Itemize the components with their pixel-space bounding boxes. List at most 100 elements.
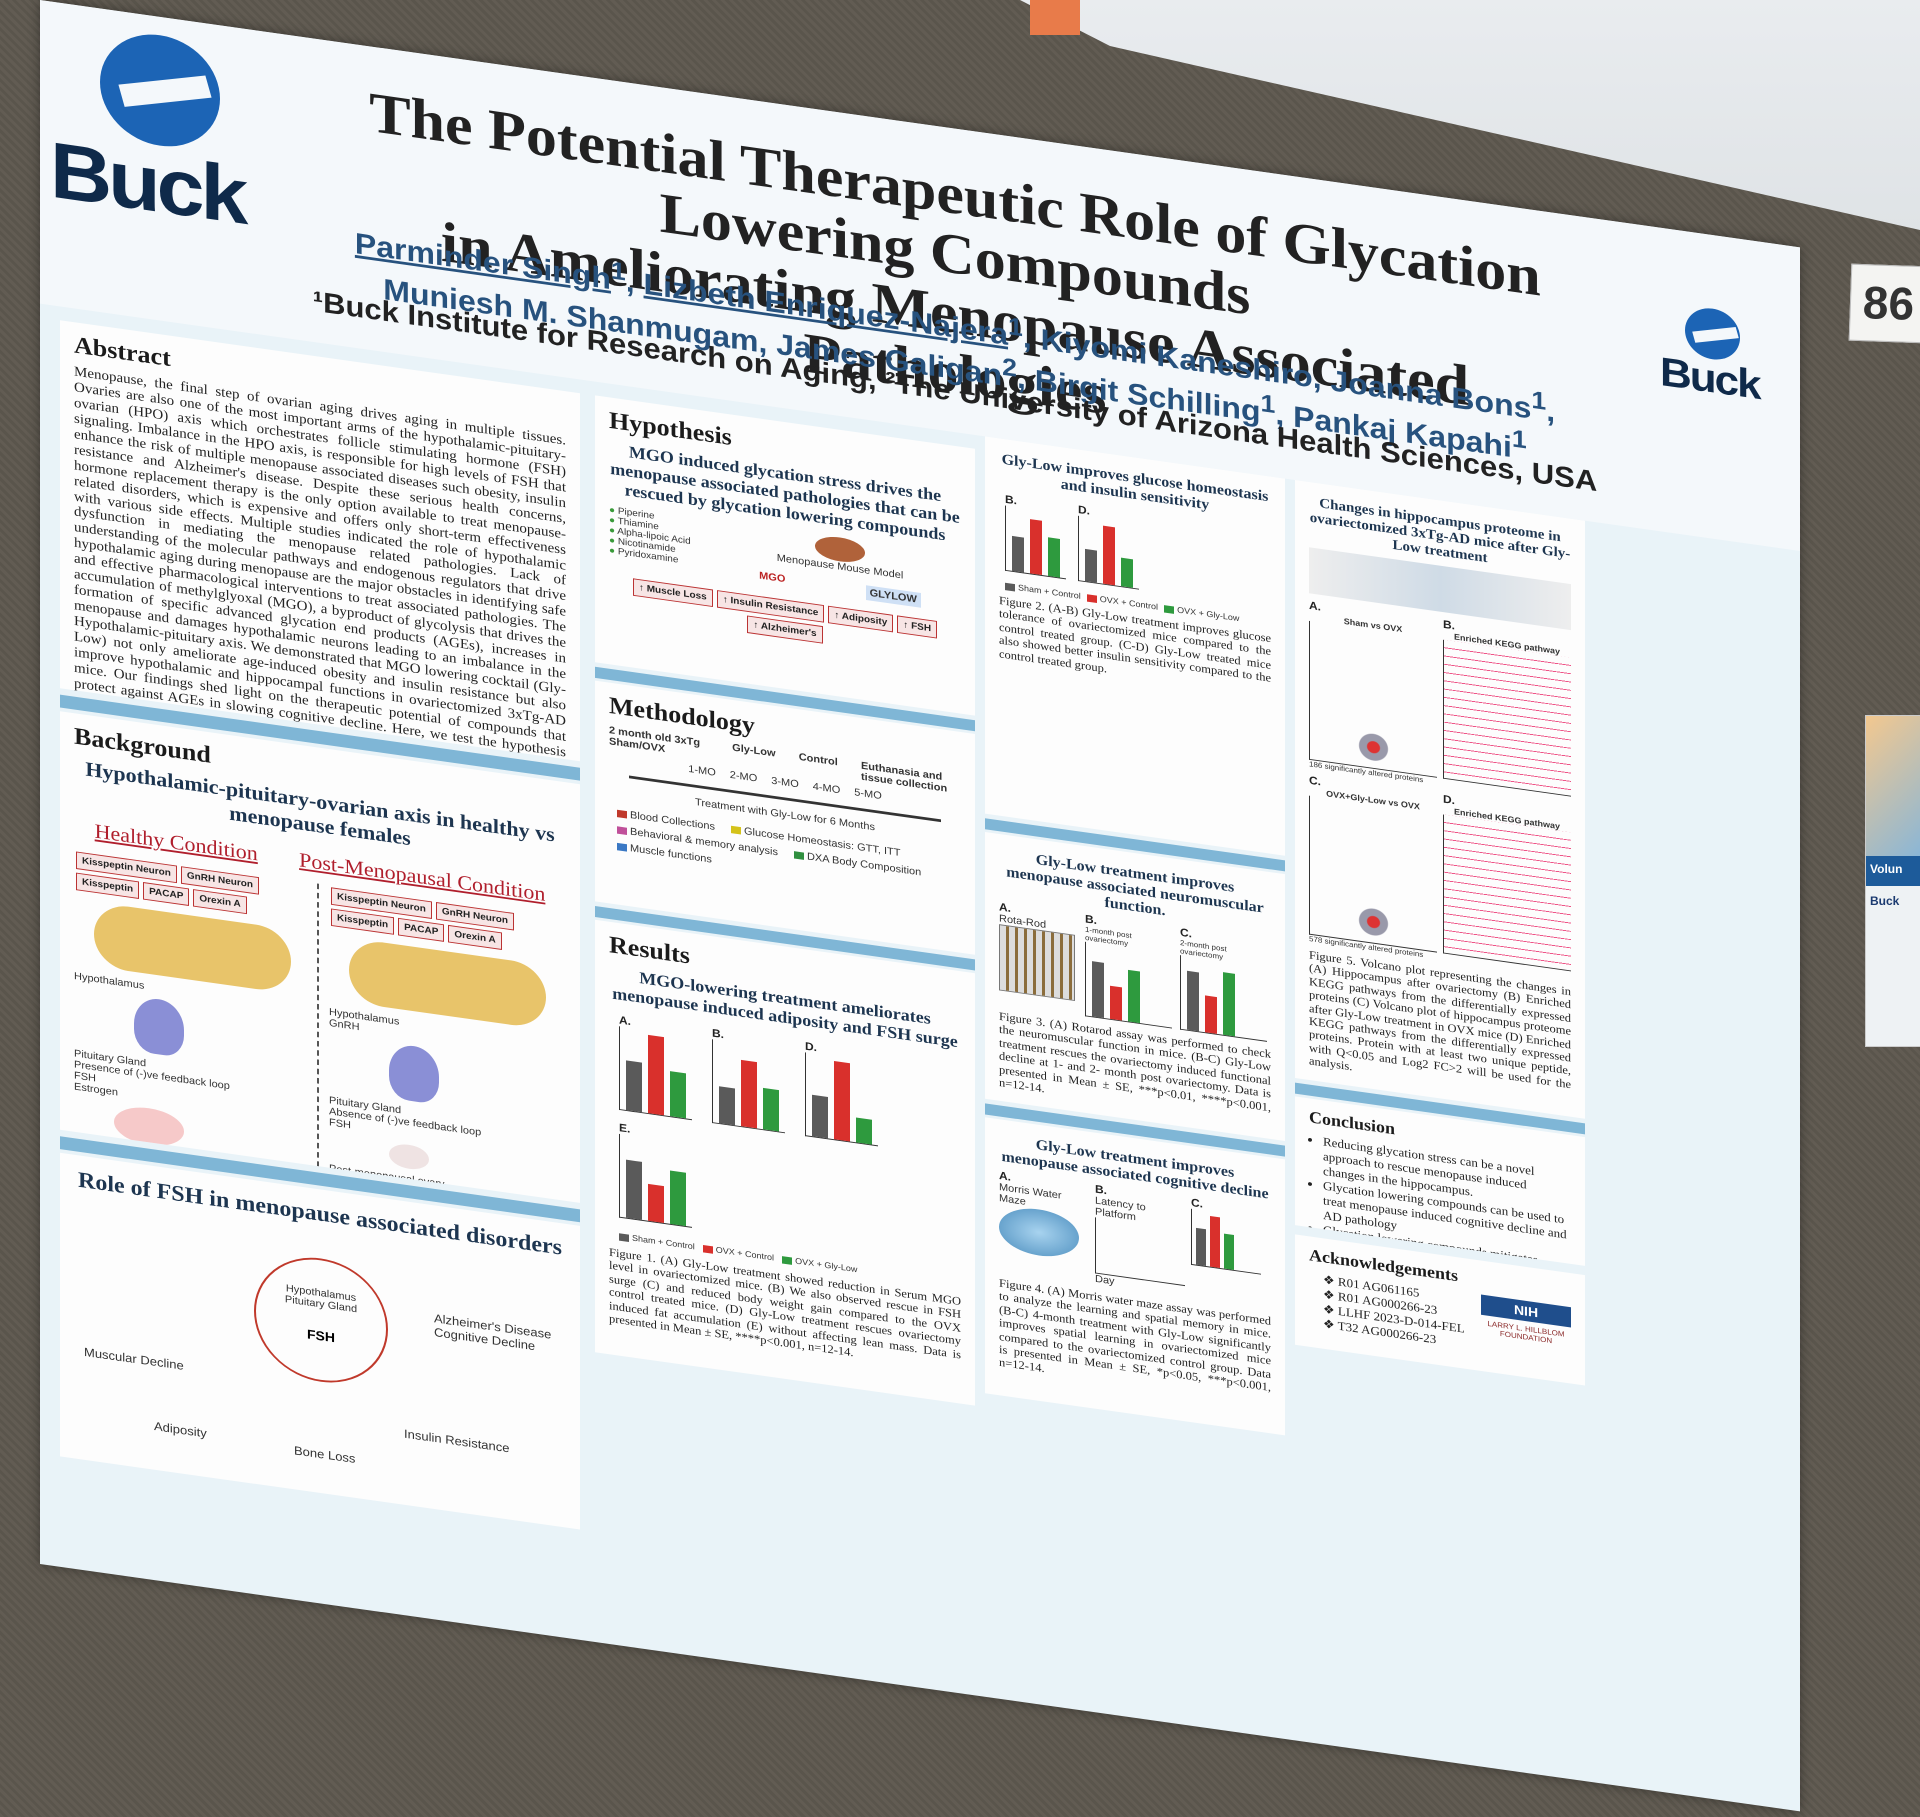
abstract-text: Menopause, the final step of ovarian agi… bbox=[74, 364, 566, 762]
author-affiliation-mark: 2 bbox=[1002, 352, 1017, 383]
bar bbox=[741, 1059, 757, 1129]
legend-label: DXA Body Composition bbox=[806, 851, 922, 879]
bar-chart bbox=[619, 1026, 692, 1121]
legend-swatch bbox=[617, 842, 627, 852]
group-glylow: Gly-Low bbox=[732, 742, 776, 760]
month-label: 5-MO bbox=[854, 786, 882, 802]
author-affiliation-mark: 1 bbox=[1260, 389, 1276, 419]
hpo-tag: PACAP bbox=[398, 917, 445, 942]
author-affiliation-mark: 1 bbox=[1008, 311, 1023, 342]
plot-area bbox=[1309, 620, 1437, 778]
legend-label: OVX + Gly-Low bbox=[795, 1256, 858, 1275]
flyer: Volun Buck bbox=[1865, 715, 1920, 1047]
background-panel: Background Hypothalamic-pituitary-ovaria… bbox=[60, 711, 580, 1203]
bar bbox=[1121, 557, 1133, 588]
legend-swatch bbox=[619, 1232, 629, 1242]
bar bbox=[1186, 970, 1199, 1032]
bar-glylow bbox=[1224, 1233, 1234, 1270]
bar bbox=[1030, 518, 1042, 576]
outcome-muscular: Muscular Decline bbox=[84, 1344, 184, 1373]
bar bbox=[626, 1060, 642, 1113]
pituitary-icon bbox=[389, 1042, 439, 1105]
month-label: 4-MO bbox=[812, 781, 841, 797]
bar-chart bbox=[1179, 955, 1267, 1042]
legend-swatch bbox=[617, 809, 627, 819]
flyer-logo: Buck bbox=[1870, 894, 1900, 908]
group-control: Control bbox=[798, 751, 838, 769]
mgo-label: MGO bbox=[759, 570, 786, 585]
flyer-photo bbox=[1866, 716, 1920, 856]
pituitary-icon bbox=[134, 995, 184, 1058]
glucose-panel: Gly-Low improves glucose homeostasis and… bbox=[985, 436, 1285, 856]
hypothesis-panel: Hypothesis MGO induced glycation stress … bbox=[595, 395, 975, 716]
bar bbox=[1012, 535, 1024, 573]
bar bbox=[1103, 525, 1115, 586]
bar bbox=[626, 1159, 642, 1220]
bar bbox=[856, 1117, 872, 1145]
probe-plot: C. bbox=[1191, 1196, 1261, 1308]
bar-sham bbox=[1196, 1227, 1206, 1267]
bar bbox=[1048, 537, 1060, 578]
month-label: 3-MO bbox=[771, 775, 799, 791]
outcome-alzheimers: Alzheimer's Disease Cognitive Decline bbox=[434, 1311, 552, 1353]
compound-list: ● Piperine ● Thiamine ● Alpha-lipoic Acid ●… bbox=[609, 505, 719, 579]
author-affiliation-mark: 1 bbox=[1531, 385, 1547, 416]
bar bbox=[670, 1170, 686, 1227]
compound-bullet-icon: ● bbox=[609, 545, 618, 557]
bar-chart bbox=[619, 1133, 692, 1228]
fsh-center-circle: Hypothalamus Pituitary Gland FSH bbox=[254, 1249, 388, 1392]
rotarod-chart: C. 2-month post ovariectomy bbox=[1179, 926, 1267, 1042]
results-chart: B. bbox=[712, 1026, 785, 1134]
author-affiliation-mark: 1 bbox=[1511, 424, 1527, 455]
healthy-diagram: Kisspeptin NeuronGnRH NeuronKisspeptin PA… bbox=[74, 849, 319, 1186]
rotarod-chart: B. 1-month post ovariectomy bbox=[1084, 912, 1172, 1029]
bar bbox=[719, 1085, 735, 1126]
plot-area bbox=[1309, 795, 1437, 953]
legend-item: DXA Body Composition bbox=[793, 849, 922, 879]
legend-label: Sham + Control bbox=[632, 1233, 695, 1252]
bar bbox=[1204, 995, 1217, 1034]
neuromuscular-charts: B. 1-month post ovariectomy C. 2-month post… bbox=[1081, 912, 1271, 1043]
outcome-tag: ↑ Adiposity bbox=[828, 605, 894, 633]
hpo-tag: PACAP bbox=[143, 882, 190, 907]
legend-swatch bbox=[1086, 593, 1097, 603]
legend-swatch bbox=[702, 1244, 713, 1254]
board-number-card: 86 bbox=[1848, 263, 1920, 344]
legend-swatch bbox=[793, 851, 804, 861]
legend-label: OVX + Control bbox=[715, 1244, 775, 1263]
bar bbox=[1222, 972, 1235, 1037]
hpo-tag: Orexin A bbox=[193, 889, 247, 915]
rotarod-icon bbox=[999, 924, 1075, 1002]
cognitive-panel: Gly-Low treatment improves menopause ass… bbox=[985, 1117, 1285, 1436]
rotarod-figure: A. Rota-Rod bbox=[999, 900, 1075, 1015]
results-chart: E. bbox=[619, 1121, 692, 1228]
legend-swatch bbox=[782, 1255, 793, 1265]
proteome-plot: B. Enriched KEGG pathway bbox=[1443, 618, 1571, 805]
legend-swatch bbox=[1005, 582, 1015, 592]
bar bbox=[1085, 548, 1097, 583]
water-maze-figure: A. Morris Water Maze bbox=[999, 1169, 1089, 1284]
bar bbox=[812, 1094, 828, 1139]
post-diagram: Kisspeptin NeuronGnRH NeuronKisspeptin PA… bbox=[319, 884, 566, 1203]
orange-tab bbox=[1030, 0, 1080, 35]
bar bbox=[648, 1034, 664, 1116]
bar bbox=[763, 1087, 779, 1132]
proteome-panel: Changes in hippocampus proteome in ovari… bbox=[1295, 479, 1585, 1119]
glucose-chart: D. bbox=[1078, 503, 1139, 590]
bar-chart bbox=[1005, 505, 1066, 580]
proteome-plot: A. Sham vs OVX 186 significantly altered p… bbox=[1309, 599, 1437, 786]
outcome-insulin: Insulin Resistance bbox=[404, 1426, 510, 1456]
results-charts: A. B. D. E. bbox=[609, 1006, 961, 1271]
bar bbox=[834, 1060, 850, 1142]
proteome-plot: D. Enriched KEGG pathway bbox=[1443, 792, 1571, 979]
fsh-center-label: FSH bbox=[307, 1326, 335, 1346]
bar-ovx bbox=[1210, 1215, 1220, 1268]
bar bbox=[1127, 969, 1140, 1024]
outcome-tag: ↑ Muscle Loss bbox=[632, 578, 713, 607]
bar-chart bbox=[712, 1039, 785, 1134]
ovary-icon bbox=[389, 1142, 429, 1172]
plot-area bbox=[1443, 814, 1571, 972]
proteome-plot: C. OVX+Gly-Low vs OVX 578 significantly al… bbox=[1309, 774, 1437, 961]
bar-chart bbox=[1084, 941, 1172, 1029]
sponsor-logos: NIH LARRY L. HILLBLOM FOUNDATION bbox=[1481, 1294, 1571, 1367]
